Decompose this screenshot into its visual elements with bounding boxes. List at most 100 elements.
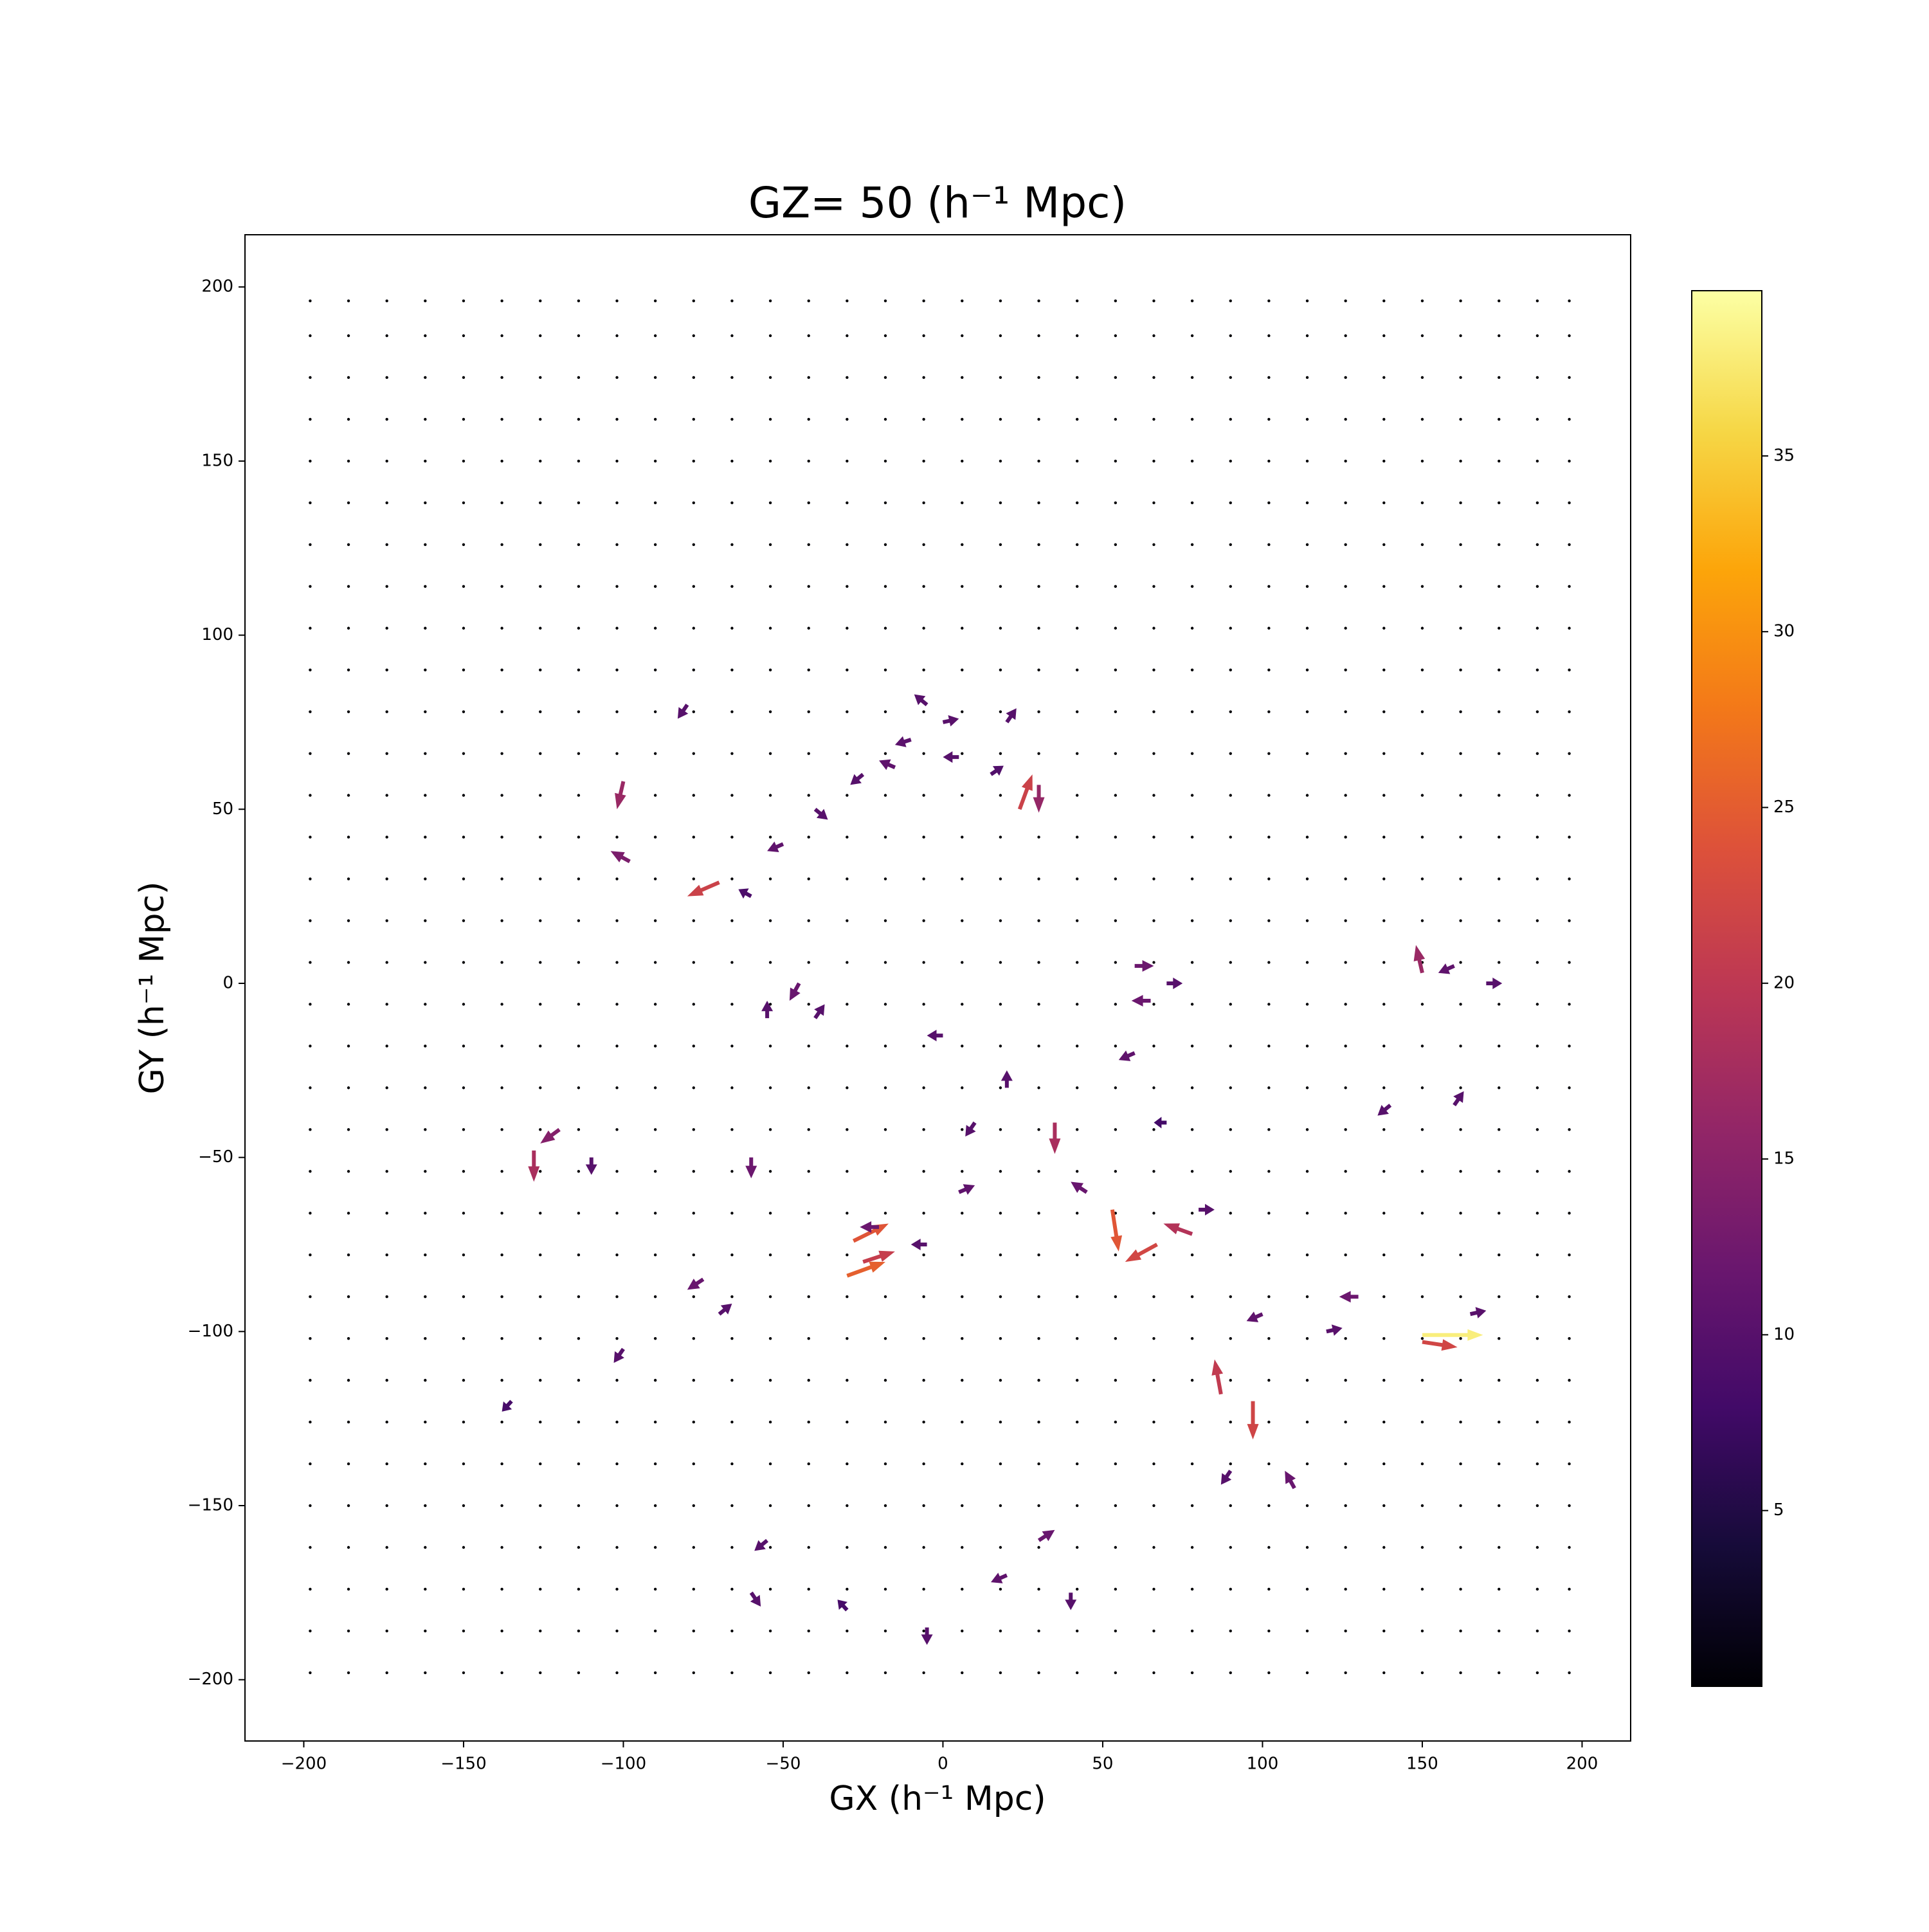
zero-vector bbox=[999, 961, 1002, 964]
zero-vector bbox=[1114, 417, 1118, 421]
zero-vector bbox=[1075, 1170, 1079, 1173]
zero-vector bbox=[309, 668, 312, 671]
zero-vector bbox=[730, 1253, 734, 1257]
zero-vector bbox=[539, 1629, 542, 1633]
zero-vector bbox=[1152, 626, 1155, 630]
zero-vector bbox=[653, 1128, 657, 1131]
zero-vector bbox=[1382, 1044, 1386, 1048]
zero-vector bbox=[462, 1128, 466, 1131]
zero-vector bbox=[500, 1212, 503, 1215]
zero-vector bbox=[883, 1420, 887, 1424]
zero-vector bbox=[462, 501, 466, 505]
zero-vector bbox=[1075, 1128, 1079, 1131]
zero-vector bbox=[1420, 1462, 1424, 1466]
zero-vector bbox=[309, 919, 312, 922]
colorbar bbox=[1691, 290, 1762, 1687]
zero-vector bbox=[807, 334, 810, 338]
zero-vector bbox=[768, 1629, 772, 1633]
zero-vector bbox=[999, 1378, 1002, 1382]
chart-title: GZ= 50 (h⁻¹ Mpc) bbox=[748, 178, 1127, 228]
zero-vector bbox=[1152, 710, 1155, 713]
zero-vector bbox=[615, 1545, 619, 1549]
zero-vector bbox=[1498, 1504, 1501, 1508]
zero-vector bbox=[309, 1044, 312, 1048]
zero-vector bbox=[961, 334, 964, 338]
colorbar-tick-label: 25 bbox=[1773, 797, 1795, 817]
zero-vector bbox=[577, 710, 581, 713]
zero-vector bbox=[539, 1336, 542, 1340]
zero-vector bbox=[424, 1044, 427, 1048]
zero-vector bbox=[462, 543, 466, 547]
zero-vector bbox=[1037, 1378, 1040, 1382]
zero-vector bbox=[1037, 1295, 1040, 1299]
zero-vector bbox=[309, 585, 312, 588]
zero-vector bbox=[692, 1378, 695, 1382]
zero-vector bbox=[500, 376, 503, 379]
zero-vector bbox=[1498, 299, 1501, 303]
zero-vector bbox=[730, 585, 734, 588]
zero-vector bbox=[922, 1587, 925, 1591]
zero-vector bbox=[1568, 1253, 1571, 1257]
zero-vector bbox=[1190, 585, 1194, 588]
zero-vector bbox=[883, 1044, 887, 1048]
zero-vector bbox=[692, 1504, 695, 1508]
zero-vector bbox=[1267, 668, 1271, 671]
vector-arrow bbox=[965, 1121, 977, 1137]
zero-vector bbox=[653, 1253, 657, 1257]
zero-vector bbox=[692, 794, 695, 797]
zero-vector bbox=[692, 299, 695, 303]
zero-vector bbox=[653, 1420, 657, 1424]
zero-vector bbox=[424, 1170, 427, 1173]
zero-vector bbox=[1075, 1671, 1079, 1675]
zero-vector bbox=[424, 1086, 427, 1089]
zero-vector bbox=[615, 1378, 619, 1382]
zero-vector bbox=[1382, 543, 1386, 547]
zero-vector bbox=[462, 1170, 466, 1173]
zero-vector bbox=[768, 299, 772, 303]
zero-vector bbox=[385, 1128, 388, 1131]
zero-vector bbox=[961, 543, 964, 547]
zero-vector bbox=[999, 752, 1002, 755]
zero-vector bbox=[1190, 752, 1194, 755]
vector-arrow bbox=[1037, 1529, 1055, 1542]
zero-vector bbox=[1498, 1253, 1501, 1257]
vector-arrow bbox=[1001, 1070, 1013, 1088]
zero-vector bbox=[1420, 334, 1424, 338]
zero-vector bbox=[692, 1671, 695, 1675]
zero-vector bbox=[961, 1336, 964, 1340]
zero-vector bbox=[1229, 1086, 1232, 1089]
zero-vector bbox=[1344, 1504, 1347, 1508]
zero-vector bbox=[424, 1295, 427, 1299]
zero-vector bbox=[999, 1545, 1002, 1549]
zero-vector bbox=[539, 919, 542, 922]
zero-vector bbox=[768, 1671, 772, 1675]
zero-vector bbox=[846, 1671, 849, 1675]
zero-vector bbox=[846, 835, 849, 839]
y-tick-label: 100 bbox=[201, 625, 233, 644]
zero-vector bbox=[1498, 1295, 1501, 1299]
zero-vector bbox=[1344, 585, 1347, 588]
zero-vector bbox=[1190, 1504, 1194, 1508]
zero-vector bbox=[1305, 752, 1309, 755]
zero-vector bbox=[1152, 668, 1155, 671]
zero-vector bbox=[922, 299, 925, 303]
zero-vector bbox=[1344, 1086, 1347, 1089]
zero-vector bbox=[309, 376, 312, 379]
zero-vector bbox=[807, 1003, 810, 1006]
zero-vector bbox=[692, 1170, 695, 1173]
zero-vector bbox=[500, 1086, 503, 1089]
zero-vector bbox=[385, 710, 388, 713]
zero-vector bbox=[1344, 1462, 1347, 1466]
zero-vector bbox=[462, 1003, 466, 1006]
zero-vector bbox=[922, 835, 925, 839]
zero-vector bbox=[1075, 1587, 1079, 1591]
zero-vector bbox=[999, 376, 1002, 379]
zero-vector bbox=[347, 752, 350, 755]
zero-vector bbox=[539, 459, 542, 463]
zero-vector bbox=[1114, 961, 1118, 964]
vector-arrow bbox=[942, 715, 959, 727]
zero-vector bbox=[961, 1629, 964, 1633]
zero-vector bbox=[692, 877, 695, 880]
zero-vector bbox=[577, 877, 581, 880]
